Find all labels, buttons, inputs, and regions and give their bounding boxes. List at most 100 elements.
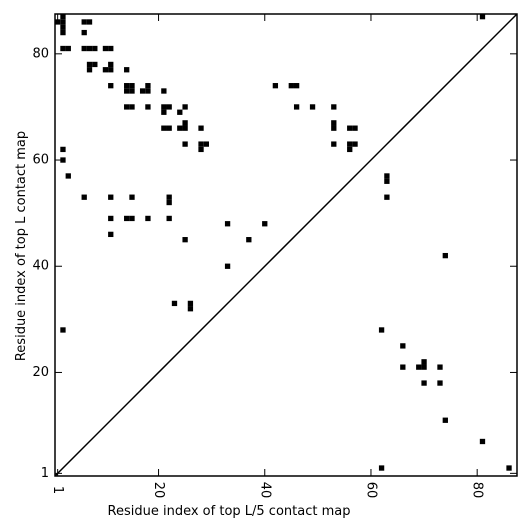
contact-point-upper [129, 88, 135, 94]
contact-point-upper [309, 104, 316, 110]
contact-point-upper [384, 194, 390, 200]
contact-point-lower [421, 359, 427, 365]
contact-point-upper [203, 141, 209, 147]
contact-point-upper [187, 306, 194, 312]
y-tick-label: 40 [32, 259, 49, 274]
contact-point-upper [166, 215, 172, 222]
contact-point-upper [92, 45, 98, 52]
contact-point-upper [182, 104, 188, 110]
contact-point-lower [421, 364, 427, 370]
contact-point-upper [60, 14, 66, 20]
contact-point-upper [145, 88, 151, 94]
contact-point-upper [145, 83, 151, 89]
x-axis-label: Residue index of top L/5 contact map [108, 504, 351, 519]
contact-point-upper [124, 67, 130, 73]
contact-point-lower [378, 465, 385, 471]
contact-point-lower [421, 380, 427, 386]
contact-point-upper [102, 67, 109, 73]
contact-point-upper [347, 146, 353, 153]
contact-point-upper [81, 45, 87, 52]
contact-point-upper [161, 88, 167, 94]
contact-point-upper [86, 61, 93, 68]
contact-point-upper [129, 215, 135, 222]
contact-point-upper [182, 141, 188, 147]
contact-point-upper [331, 141, 337, 147]
contact-point-upper [55, 19, 61, 25]
contact-point-upper [129, 104, 135, 110]
contact-point-upper [124, 83, 130, 89]
y-tick-label: 20 [32, 365, 49, 380]
contact-point-upper [246, 237, 252, 243]
contact-point-upper [198, 141, 204, 147]
contact-point-upper [60, 19, 66, 25]
contact-point-upper [177, 125, 183, 131]
contact-point-upper [60, 327, 66, 333]
x-tick-label: 40 [257, 482, 272, 499]
contact-point-upper [81, 29, 87, 36]
contact-point-upper [293, 104, 300, 110]
contact-point-upper [86, 45, 93, 52]
contact-point-lower [400, 364, 406, 370]
contact-point-upper [198, 125, 204, 131]
contact-point-upper [108, 194, 114, 200]
contact-point-upper [65, 45, 71, 52]
contact-point-upper [182, 237, 188, 243]
y-tick-label: 80 [32, 46, 49, 61]
contact-point-upper [124, 215, 130, 222]
contact-point-upper [479, 14, 486, 20]
contact-point-upper [124, 88, 130, 94]
contact-point-upper [224, 221, 231, 227]
contact-point-upper [166, 199, 172, 206]
contact-point-upper [161, 109, 167, 115]
contact-point-upper [129, 83, 135, 89]
contact-point-upper [182, 125, 188, 131]
contact-point-lower [506, 465, 512, 471]
contact-point-upper [108, 61, 114, 68]
contact-point-upper [145, 104, 151, 110]
contact-point-lower [416, 364, 422, 370]
contact-point-lower [400, 343, 406, 349]
contact-point-upper [198, 146, 204, 153]
x-tick-label: 80 [470, 482, 485, 499]
contact-point-upper [166, 194, 172, 200]
y-tick-label: 1 [41, 466, 49, 481]
contact-point-upper [60, 146, 66, 153]
y-axis-label: Residue index of top L contact map [14, 131, 29, 361]
contact-point-upper [187, 300, 194, 307]
contact-point-upper [60, 29, 66, 36]
x-tick-label: 1 [50, 486, 65, 494]
contact-point-upper [102, 45, 109, 52]
contact-point-lower [437, 380, 443, 386]
contact-point-upper [331, 120, 337, 126]
contact-point-upper [352, 141, 358, 147]
contact-point-upper [161, 125, 167, 131]
contact-point-upper [86, 67, 93, 73]
plot-frame [54, 13, 518, 477]
contact-point-upper [293, 83, 300, 89]
contact-point-upper [272, 83, 279, 89]
contact-point-upper [65, 173, 71, 179]
contact-point-upper [108, 83, 114, 89]
contact-point-lower [479, 438, 486, 445]
contact-point-lower [378, 327, 385, 333]
contact-point-lower [442, 252, 448, 259]
contact-point-upper [60, 45, 66, 52]
contact-point-upper [81, 194, 87, 200]
y-tick-label: 60 [32, 153, 49, 168]
contact-point-upper [182, 120, 188, 126]
contact-point-upper [352, 125, 358, 131]
contact-point-upper [139, 88, 146, 94]
contact-point-upper [108, 231, 114, 238]
contact-point-upper [331, 125, 337, 131]
contact-point-upper [108, 45, 114, 52]
contact-point-upper [145, 215, 151, 222]
data-marks [55, 14, 512, 471]
contact-point-upper [171, 300, 178, 307]
contact-point-upper [262, 221, 268, 227]
contact-point-upper [288, 83, 294, 89]
diagonal-line [54, 13, 518, 477]
contact-point-upper [86, 19, 93, 25]
contact-point-upper [129, 194, 135, 200]
contact-point-upper [60, 24, 66, 30]
